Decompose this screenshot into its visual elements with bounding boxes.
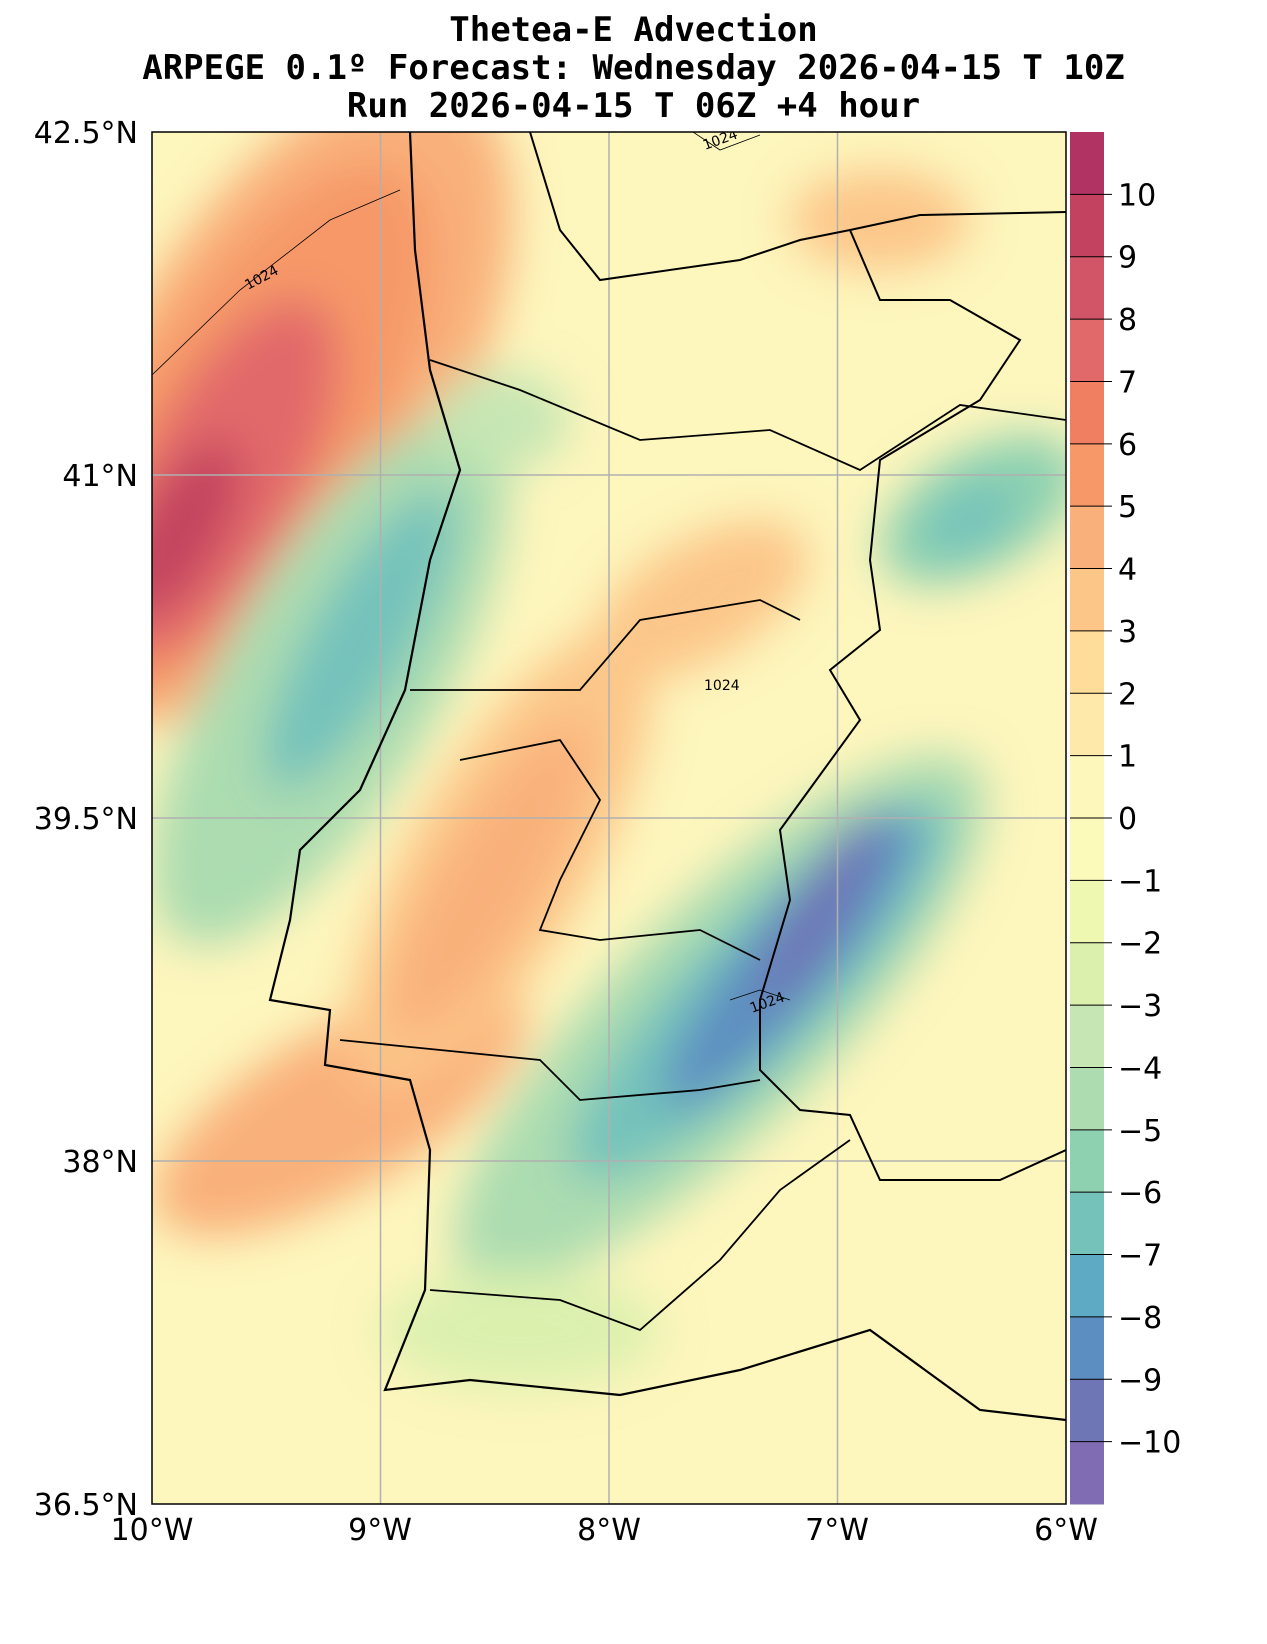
- x-tick-label: 7°W: [805, 1513, 869, 1548]
- colorbar-tick-label: 6: [1118, 428, 1137, 463]
- border: [459, 738, 761, 961]
- border: [529, 132, 1066, 282]
- colorbar-bin: [1070, 1129, 1104, 1193]
- colorbar-tick-label: 8: [1118, 303, 1137, 338]
- y-tick-label: 39.5°N: [34, 802, 138, 837]
- y-tick-label: 36.5°N: [34, 1488, 138, 1523]
- colorbar-tick-label: −5: [1118, 1114, 1162, 1149]
- y-axis: 42.5°N 41°N 39.5°N 38°N 36.5°N: [34, 116, 138, 1523]
- y-tick-label: 41°N: [62, 459, 138, 494]
- title-line-1: Thetea-E Advection: [449, 10, 818, 50]
- y-tick-label: 38°N: [62, 1145, 138, 1180]
- colorbar-tick-label: −10: [1118, 1426, 1181, 1461]
- colorbar-tick-label: −7: [1118, 1239, 1162, 1274]
- x-tick-label: 6°W: [1034, 1513, 1098, 1548]
- colorbar-bin: [1070, 755, 1104, 819]
- colorbar-tick-label: 4: [1118, 553, 1137, 588]
- colorbar-bin: [1070, 693, 1104, 757]
- colorbar-bin: [1070, 1441, 1104, 1505]
- colorbar-bin: [1070, 1379, 1104, 1443]
- colorbar-bin: [1070, 443, 1104, 507]
- colorbar-tick-label: 3: [1118, 615, 1137, 650]
- colorbar-bin: [1070, 506, 1104, 570]
- title-line-3: Run 2026-04-15 T 06Z +4 hour: [346, 86, 921, 126]
- colorbar-tick-label: 10: [1118, 178, 1156, 213]
- x-axis: 10°W 9°W 8°W 7°W 6°W: [111, 1513, 1098, 1548]
- colorbar-bin: [1070, 132, 1104, 195]
- field-layer: 1024 1024 1024 1024: [152, 132, 1066, 1504]
- colorbar-tick-label: 5: [1118, 490, 1137, 525]
- colorbar-bin: [1070, 194, 1104, 258]
- colorbar-tick-label: −8: [1118, 1301, 1162, 1336]
- colorbar-bin: [1070, 568, 1104, 632]
- border: [429, 1139, 851, 1332]
- colorbar-tick-label: −6: [1118, 1176, 1162, 1211]
- colorbar-tick-label: 7: [1118, 365, 1137, 400]
- colorbar-bin: [1070, 1254, 1104, 1318]
- colorbar-bin: [1070, 1192, 1104, 1256]
- border: [339, 1039, 761, 1101]
- border: [429, 359, 1066, 472]
- map-frame: [151, 131, 1067, 1505]
- colorbar-bin: [1070, 381, 1104, 445]
- gridlines: [152, 132, 1066, 1504]
- border: [759, 229, 1066, 1181]
- colorbar-tick-label: 0: [1118, 802, 1137, 837]
- x-tick-label: 8°W: [577, 1513, 641, 1548]
- colorbar-tick-label: −4: [1118, 1051, 1162, 1086]
- isobar-label: 1024: [704, 678, 740, 694]
- x-tick-label: 10°W: [111, 1513, 194, 1548]
- colorbar-bin: [1070, 1005, 1104, 1068]
- colorbar-bin: [1070, 1067, 1104, 1131]
- colorbar-tick-label: −2: [1118, 927, 1162, 962]
- colorbar-tick-label: 2: [1118, 677, 1137, 712]
- x-tick-label: 9°W: [348, 1513, 412, 1548]
- colorbar-tick-label: 9: [1118, 241, 1137, 276]
- isobar: [152, 189, 401, 376]
- isobar: [692, 132, 761, 151]
- colorbar-bin: [1070, 942, 1104, 1006]
- colorbar-tick-label: −9: [1118, 1363, 1162, 1398]
- colorbar-bin: [1070, 319, 1104, 382]
- colorbar-tick-label: −3: [1118, 989, 1162, 1024]
- colorbar-bin: [1070, 630, 1104, 694]
- border: [410, 599, 801, 691]
- colorbar-bin: [1070, 256, 1104, 320]
- coastline: [268, 132, 1066, 1422]
- colorbar-bin: [1070, 1316, 1104, 1380]
- title-line-2: ARPEGE 0.1º Forecast: Wednesday 2026-04-…: [142, 48, 1125, 88]
- isobar: [729, 989, 791, 1001]
- colorbar-tick-label: −1: [1118, 864, 1162, 899]
- colorbar-tick-label: 1: [1118, 740, 1137, 775]
- colorbar-bin: [1070, 880, 1104, 944]
- y-tick-label: 42.5°N: [34, 116, 138, 151]
- colorbar-bin: [1070, 818, 1104, 881]
